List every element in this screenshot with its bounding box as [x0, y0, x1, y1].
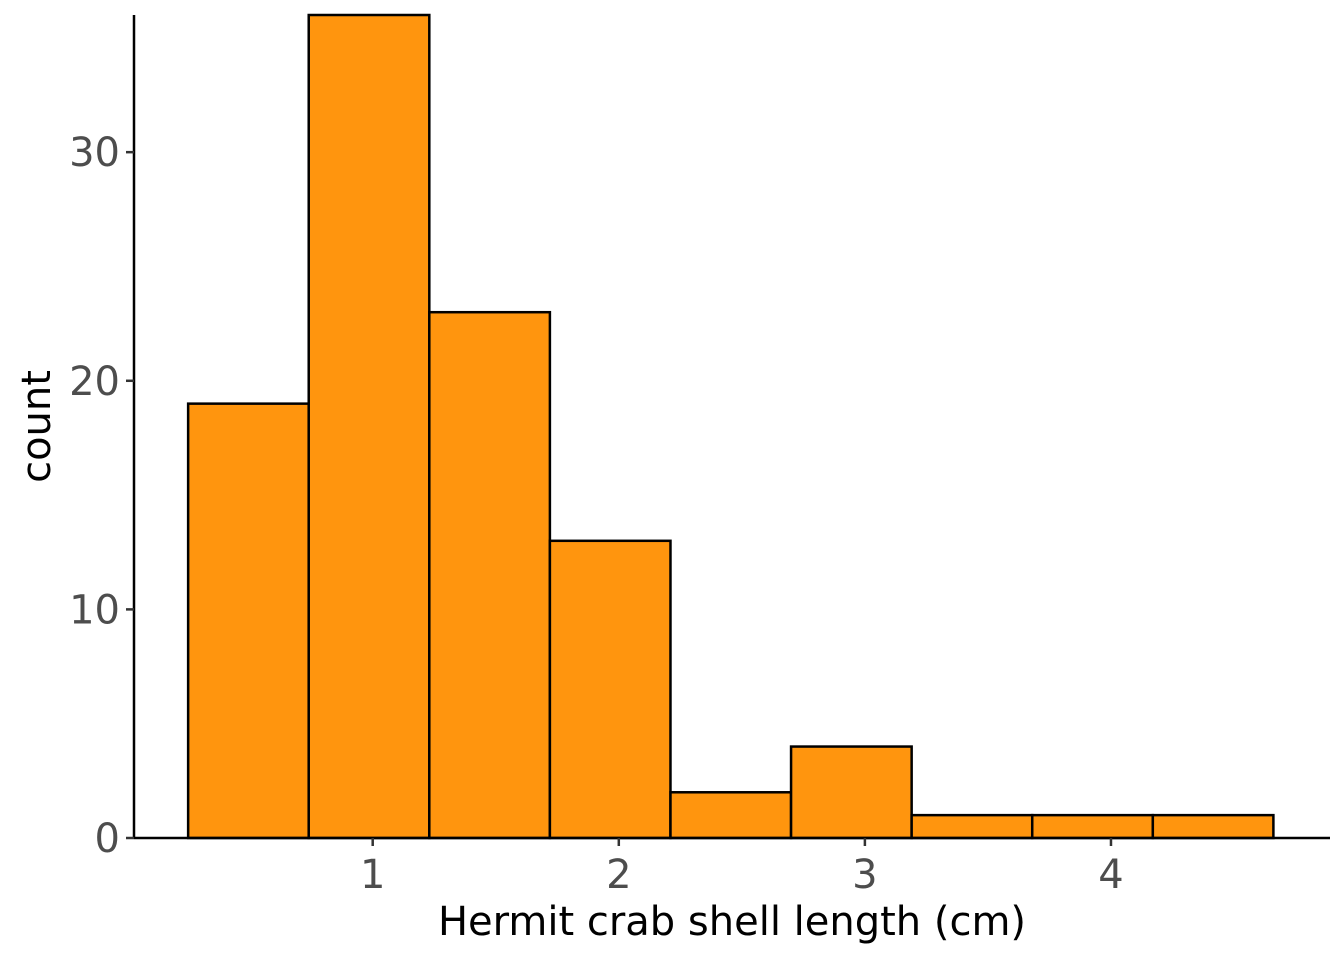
- histogram-bar-4: [548, 539, 672, 840]
- x-tick-label: 1: [360, 852, 385, 898]
- bars-group: [186, 13, 1275, 840]
- x-tick-label: 2: [606, 852, 631, 898]
- histogram-bar-5: [669, 791, 793, 840]
- axes-group: 0 10 20 30 1 2 3 4: [69, 15, 1330, 898]
- x-tick-label: 4: [1098, 852, 1123, 898]
- histogram-bar-1: [186, 402, 310, 840]
- histogram-bar-8: [1030, 813, 1155, 840]
- histogram-bar-6: [789, 745, 913, 840]
- histogram-bar-7: [910, 813, 1034, 840]
- histogram-bar-2: [307, 13, 431, 840]
- y-tick-label: 20: [69, 359, 120, 405]
- histogram-bar-3: [428, 310, 552, 840]
- y-tick-label: 0: [95, 816, 120, 862]
- x-tick-label: 3: [852, 852, 877, 898]
- histogram-bar-9: [1151, 813, 1275, 840]
- y-axis-title: count: [14, 370, 60, 483]
- x-axis-title: Hermit crab shell length (cm): [438, 899, 1026, 945]
- y-tick-label: 30: [69, 130, 120, 176]
- y-tick-label: 10: [69, 587, 120, 633]
